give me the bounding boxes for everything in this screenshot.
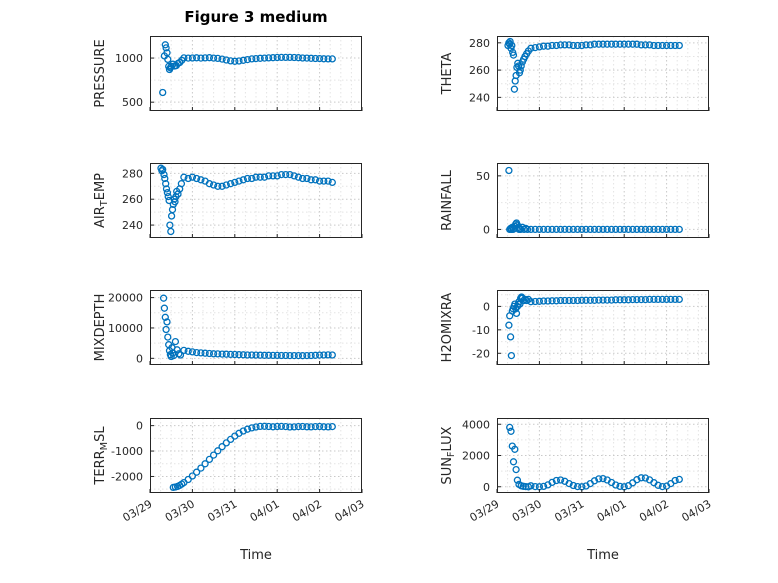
y-tick-labels: 240 260 280 <box>122 167 143 232</box>
subplot-canvas: 0 2000 4000 SUNFLUX 03/29 03/30 03/31 04/01 04/0… <box>440 418 714 563</box>
svg-text:03/29: 03/29 <box>468 497 502 524</box>
data-points <box>159 41 336 97</box>
svg-text:280: 280 <box>122 167 143 180</box>
subplot-pressure: 500 1000 PRESSURE <box>93 36 363 111</box>
svg-text:260: 260 <box>122 193 143 206</box>
y-axis-label: TERRMSL <box>93 426 110 486</box>
svg-text:10000: 10000 <box>108 322 143 335</box>
tick-marks <box>149 172 363 238</box>
svg-text:-1000: -1000 <box>111 445 143 458</box>
svg-text:-20: -20 <box>472 347 490 360</box>
svg-text:1000: 1000 <box>115 52 143 65</box>
svg-text:04/03: 04/03 <box>333 497 367 524</box>
subplot-canvas: 240 260 280 AIRTEMP <box>93 163 363 238</box>
x-tick-labels: 03/29 03/30 03/31 04/01 04/02 04/03 <box>121 497 367 524</box>
svg-text:04/02: 04/02 <box>637 497 671 524</box>
tick-marks <box>496 423 710 493</box>
svg-text:500: 500 <box>122 96 143 109</box>
subplot-terr-msl: -2000 -1000 0 TERRMSL 03/29 03/30 03/31 04/01 04… <box>93 418 367 563</box>
svg-text:0: 0 <box>483 300 490 313</box>
svg-text:20000: 20000 <box>108 292 143 305</box>
svg-text:04/01: 04/01 <box>248 497 282 524</box>
svg-text:0: 0 <box>136 420 143 433</box>
x-tick-labels: 03/29 03/30 03/31 04/01 04/02 04/03 <box>468 497 714 524</box>
subplot-canvas: -2000 -1000 0 TERRMSL 03/29 03/30 03/31 04/01 04… <box>93 418 367 563</box>
data-points <box>169 422 336 492</box>
x-axis-label: Time <box>239 548 272 563</box>
y-axis-label: SUNFLUX <box>440 426 457 484</box>
svg-text:2000: 2000 <box>462 450 490 463</box>
data-points <box>159 294 336 361</box>
y-tick-labels: 0 10000 20000 <box>108 292 143 366</box>
y-axis-label: PRESSURE <box>93 39 108 107</box>
subplot-h2omixra: -20 -10 0 H2OMIXRA <box>440 290 710 365</box>
svg-text:04/02: 04/02 <box>290 497 324 524</box>
svg-text:03/30: 03/30 <box>510 497 544 524</box>
tick-marks <box>496 42 710 111</box>
svg-text:03/30: 03/30 <box>163 497 197 524</box>
svg-text:-2000: -2000 <box>111 470 143 483</box>
y-axis-label: AIRTEMP <box>93 173 110 228</box>
axes-box <box>150 418 362 493</box>
y-axis-label: MIXDEPTH <box>93 294 108 362</box>
tick-marks <box>496 305 710 365</box>
svg-text:0: 0 <box>136 352 143 365</box>
svg-text:4000: 4000 <box>462 418 490 431</box>
axes-box <box>150 36 362 111</box>
x-axis-label: Time <box>586 548 619 563</box>
y-tick-labels: 0 2000 4000 <box>462 418 490 494</box>
subplot-canvas: 0 50 RAINFALL <box>440 163 710 238</box>
grid <box>150 36 362 111</box>
y-axis-label: THETA <box>440 53 455 96</box>
svg-text:50: 50 <box>476 170 490 183</box>
tick-marks <box>496 175 710 238</box>
data-points <box>504 37 683 93</box>
svg-text:280: 280 <box>469 37 490 50</box>
svg-text:240: 240 <box>469 91 490 104</box>
subplot-air-temp: 240 260 280 AIRTEMP <box>93 163 363 238</box>
svg-text:03/31: 03/31 <box>552 497 586 524</box>
subplot-canvas: 500 1000 PRESSURE <box>93 36 363 111</box>
axes-box <box>150 163 362 238</box>
svg-text:240: 240 <box>122 219 143 232</box>
y-tick-labels: -20 -10 0 <box>472 300 490 360</box>
figure-title: Figure 3 medium <box>184 8 328 26</box>
grid <box>150 290 362 365</box>
svg-text:0: 0 <box>483 481 490 494</box>
data-points <box>505 293 683 360</box>
y-axis-label: RAINFALL <box>440 169 455 230</box>
subplot-sun-flux: 0 2000 4000 SUNFLUX 03/29 03/30 03/31 04/01 04/0… <box>440 418 714 563</box>
y-tick-labels: 500 1000 <box>115 52 143 109</box>
svg-text:0: 0 <box>483 223 490 236</box>
tick-marks <box>149 297 363 365</box>
grid <box>497 418 709 493</box>
axes-box <box>497 36 709 111</box>
y-tick-labels: -2000 -1000 0 <box>111 420 143 484</box>
svg-text:03/29: 03/29 <box>121 497 155 524</box>
data-points <box>505 166 683 234</box>
y-tick-labels: 0 50 <box>476 170 490 237</box>
tick-marks <box>149 57 363 111</box>
subplot-mixdepth: 0 10000 20000 MIXDEPTH <box>93 290 363 365</box>
subplot-theta: 240 260 280 THETA <box>440 36 710 111</box>
svg-text:-10: -10 <box>472 324 490 337</box>
data-points <box>506 423 683 491</box>
svg-text:260: 260 <box>469 64 490 77</box>
subplot-rainfall: 0 50 RAINFALL <box>440 163 710 238</box>
svg-text:03/31: 03/31 <box>205 497 239 524</box>
data-points <box>157 164 336 236</box>
subplot-canvas: -20 -10 0 H2OMIXRA <box>440 290 710 365</box>
svg-text:04/03: 04/03 <box>680 497 714 524</box>
axes-box <box>497 163 709 238</box>
svg-text:04/01: 04/01 <box>595 497 629 524</box>
tick-marks <box>149 425 363 493</box>
subplot-canvas: 240 260 280 THETA <box>440 36 710 111</box>
axes-box <box>497 290 709 365</box>
y-tick-labels: 240 260 280 <box>469 37 490 105</box>
y-axis-label: H2OMIXRA <box>440 293 455 363</box>
